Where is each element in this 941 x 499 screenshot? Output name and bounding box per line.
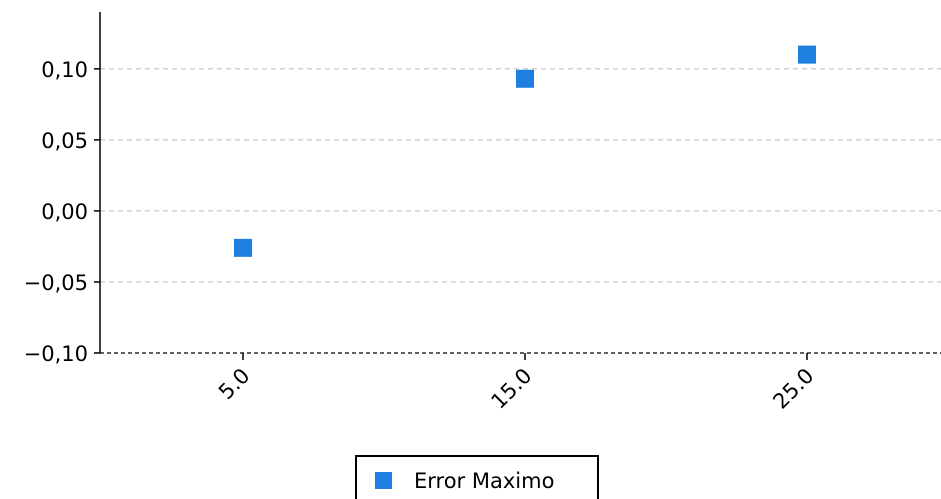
legend-label: Error Maximo bbox=[414, 469, 554, 493]
x-tick-label: 15.0 bbox=[486, 364, 536, 414]
x-tick-labels: 5.0 15.0 25.0 bbox=[214, 353, 819, 414]
legend: Error Maximo bbox=[355, 455, 599, 499]
data-points bbox=[234, 45, 816, 257]
data-point bbox=[798, 45, 816, 64]
y-tick-label: −0,10 bbox=[24, 342, 88, 366]
y-tick-labels: −0,10 −0,05 0,00 0,05 0,10 bbox=[24, 58, 100, 366]
data-point bbox=[516, 69, 534, 88]
x-tick-label: 25.0 bbox=[768, 364, 818, 414]
y-tick-label: 0,05 bbox=[41, 129, 88, 153]
legend-swatch bbox=[375, 472, 392, 489]
x-tick-label: 5.0 bbox=[214, 364, 255, 405]
y-tick-label: 0,00 bbox=[41, 200, 88, 224]
legend-box bbox=[355, 455, 599, 499]
grid-lines bbox=[100, 68, 941, 283]
y-tick-label: −0,05 bbox=[24, 271, 88, 295]
y-tick-label: 0,10 bbox=[41, 58, 88, 82]
data-point bbox=[234, 238, 252, 257]
